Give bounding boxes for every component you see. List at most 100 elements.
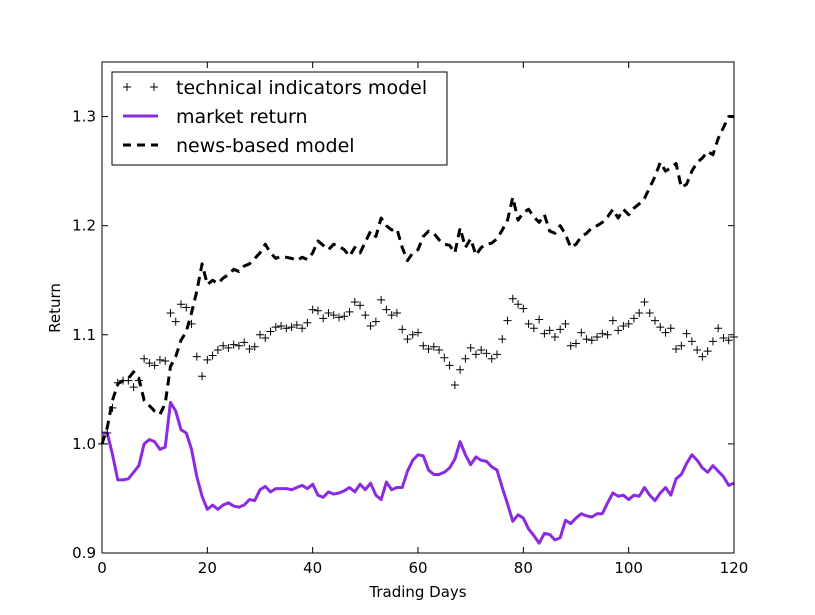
data-point bbox=[292, 320, 301, 329]
data-point bbox=[229, 340, 238, 349]
y-tick-label: 1.3 bbox=[72, 108, 96, 126]
data-point bbox=[545, 326, 554, 335]
data-point bbox=[535, 315, 544, 324]
data-point bbox=[677, 341, 686, 350]
legend-box bbox=[111, 71, 448, 166]
data-point bbox=[608, 316, 617, 325]
data-point bbox=[466, 343, 475, 352]
data-point bbox=[514, 300, 523, 309]
data-point bbox=[724, 336, 733, 345]
data-point bbox=[329, 311, 338, 320]
data-point bbox=[619, 322, 628, 331]
data-point bbox=[640, 298, 649, 307]
data-point bbox=[271, 323, 280, 332]
legend-label-market: market return bbox=[176, 106, 308, 128]
data-point bbox=[261, 334, 270, 343]
data-point bbox=[645, 308, 654, 317]
data-point bbox=[445, 361, 454, 370]
data-point bbox=[145, 359, 154, 368]
y-tick-label: 1.1 bbox=[72, 326, 96, 344]
x-tick-label: 60 bbox=[408, 559, 427, 577]
y-tick-label: 1.0 bbox=[72, 435, 96, 453]
legend-label-technical: technical indicators model bbox=[176, 77, 427, 99]
data-point bbox=[577, 328, 586, 337]
data-point bbox=[429, 342, 438, 351]
data-point bbox=[366, 322, 375, 331]
data-point bbox=[298, 324, 307, 333]
data-point bbox=[698, 352, 707, 361]
data-point bbox=[708, 337, 717, 346]
data-point bbox=[414, 328, 422, 337]
data-point bbox=[398, 325, 407, 334]
data-point bbox=[308, 305, 317, 314]
x-tick-label: 80 bbox=[514, 559, 533, 577]
data-point bbox=[208, 351, 217, 360]
data-point bbox=[550, 332, 559, 341]
data-point bbox=[540, 329, 549, 338]
data-point bbox=[719, 334, 728, 343]
data-point bbox=[324, 308, 333, 317]
data-point bbox=[187, 319, 196, 328]
data-point bbox=[629, 314, 638, 323]
data-point bbox=[313, 306, 322, 315]
series-layer bbox=[98, 115, 738, 545]
data-point bbox=[487, 354, 496, 363]
x-tick-label: 100 bbox=[614, 559, 643, 577]
data-point bbox=[256, 330, 264, 339]
data-point bbox=[134, 376, 143, 385]
data-point bbox=[319, 314, 328, 323]
data-point bbox=[277, 322, 286, 331]
data-point bbox=[519, 304, 528, 313]
data-point bbox=[661, 328, 670, 337]
legend-marker-technical bbox=[123, 83, 158, 91]
data-point bbox=[108, 403, 117, 412]
data-point bbox=[303, 318, 312, 327]
data-point bbox=[524, 319, 533, 328]
y-tick-label: 0.9 bbox=[72, 544, 96, 562]
data-point bbox=[203, 355, 212, 364]
data-point bbox=[335, 313, 343, 322]
data-point bbox=[350, 298, 359, 307]
data-point bbox=[419, 341, 428, 350]
data-point bbox=[192, 352, 201, 361]
data-point bbox=[682, 329, 691, 338]
data-point bbox=[529, 324, 538, 333]
data-point bbox=[392, 308, 401, 317]
data-point bbox=[140, 354, 149, 363]
data-point bbox=[471, 350, 480, 359]
data-point bbox=[377, 295, 386, 304]
x-tick-label: 40 bbox=[303, 559, 322, 577]
data-point bbox=[382, 305, 391, 314]
data-point bbox=[498, 335, 507, 344]
data-point bbox=[213, 346, 222, 355]
data-point bbox=[603, 330, 612, 339]
data-point bbox=[656, 323, 665, 332]
data-point bbox=[556, 325, 565, 334]
data-point bbox=[240, 338, 249, 347]
data-point bbox=[566, 341, 575, 350]
data-point bbox=[371, 317, 380, 326]
data-point bbox=[435, 346, 444, 355]
data-point bbox=[440, 353, 449, 362]
data-point bbox=[461, 354, 470, 363]
x-axis-label: Trading Days bbox=[368, 583, 466, 601]
data-point bbox=[450, 380, 459, 389]
data-point bbox=[508, 294, 517, 303]
data-point bbox=[651, 316, 659, 325]
data-point bbox=[582, 335, 591, 344]
y-axis-label: Return bbox=[46, 283, 64, 333]
data-point bbox=[693, 346, 702, 355]
data-point bbox=[345, 307, 354, 316]
data-point bbox=[635, 308, 644, 317]
data-point bbox=[703, 347, 712, 356]
data-point bbox=[219, 341, 228, 350]
data-point bbox=[572, 339, 580, 348]
x-tick-label: 20 bbox=[198, 559, 217, 577]
data-point bbox=[171, 317, 180, 326]
data-point bbox=[177, 300, 185, 309]
y-tick-label: 1.2 bbox=[72, 217, 96, 235]
data-point bbox=[424, 344, 433, 353]
x-tick-label: 120 bbox=[720, 559, 749, 577]
data-point bbox=[666, 324, 675, 333]
